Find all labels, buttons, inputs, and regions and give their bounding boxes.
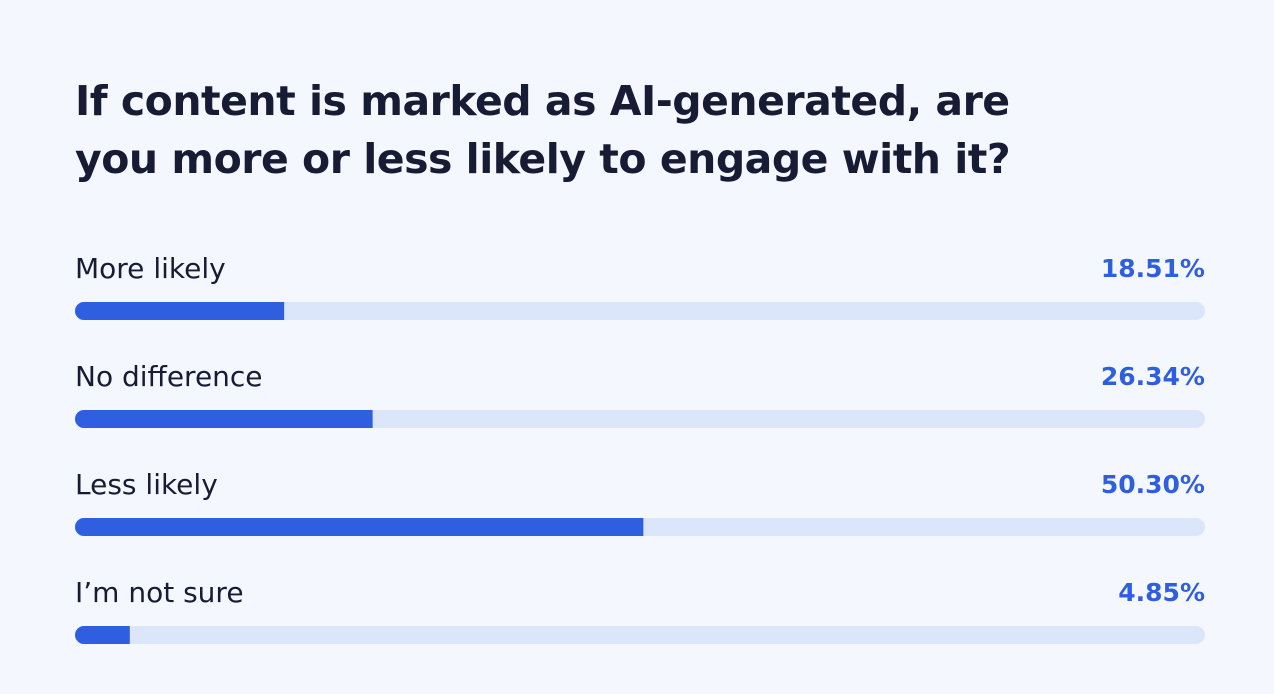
category-label: I’m not sure [75,576,244,609]
chart-title: If content is marked as AI-generated, ar… [75,77,1011,183]
bar-track [75,626,1205,644]
bar [75,410,373,428]
value-label: 26.34% [1101,362,1205,391]
bar-track [75,302,1205,320]
value-label: 50.30% [1101,470,1205,499]
category-label: Less likely [75,468,218,501]
category-label: No difference [75,360,263,393]
bar [75,626,130,644]
category-label: More likely [75,252,226,285]
bar [75,518,644,536]
bar [75,302,285,320]
value-label: 4.85% [1118,578,1205,607]
value-label: 18.51% [1101,254,1205,283]
